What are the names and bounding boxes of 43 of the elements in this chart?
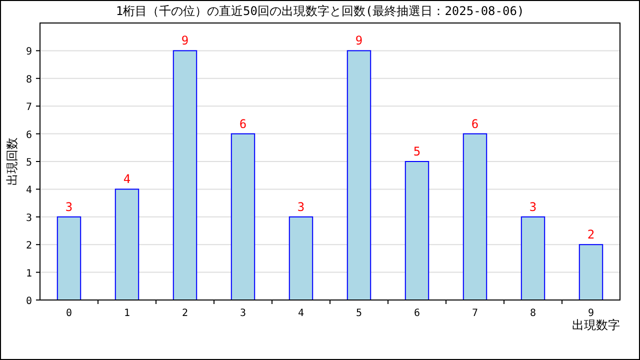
- chart-title: 1桁目（千の位）の直近50回の出現数字と回数(最終抽選日：2025-08-06): [116, 4, 524, 18]
- y-tick-label: 7: [26, 102, 32, 114]
- y-tick-label: 2: [26, 240, 32, 252]
- data-label: 9: [355, 34, 363, 48]
- data-label: 3: [297, 200, 305, 214]
- x-tick-label: 9: [588, 308, 594, 319]
- data-label: 5: [413, 144, 421, 158]
- bar: [230, 133, 256, 300]
- data-label: 3: [65, 200, 73, 214]
- x-axis-title: 出現数字: [572, 318, 620, 332]
- bar: [288, 216, 314, 300]
- data-label: 4: [123, 172, 131, 186]
- data-label: 2: [587, 228, 595, 242]
- x-tick-label: 7: [472, 308, 478, 319]
- x-tick-label: 6: [414, 308, 420, 319]
- x-tick-label: 4: [298, 308, 304, 319]
- x-tick-label: 2: [182, 308, 188, 319]
- data-label: 6: [471, 116, 479, 131]
- x-tick-label: 8: [530, 308, 536, 319]
- x-tick-label: 5: [356, 308, 362, 319]
- y-tick-label: 0: [26, 296, 32, 307]
- y-tick-label: 4: [26, 185, 32, 196]
- bar: [462, 133, 488, 300]
- bar: [114, 188, 140, 300]
- y-axis-title: 出現回数: [5, 138, 19, 186]
- y-tick-label: 3: [26, 212, 32, 224]
- data-label: 3: [529, 200, 537, 214]
- data-label: 9: [181, 34, 189, 48]
- y-tick-label: 8: [26, 74, 32, 86]
- y-tick-label: 1: [26, 268, 32, 280]
- bar: [404, 161, 430, 300]
- bar: [172, 50, 198, 300]
- x-tick-label: 0: [66, 308, 72, 319]
- y-tick-label: 6: [26, 130, 32, 141]
- x-tick-label: 1: [124, 308, 130, 319]
- bar: [520, 216, 546, 300]
- y-tick-label: 5: [26, 158, 32, 168]
- x-tick-label: 3: [240, 308, 246, 319]
- bar: [56, 216, 82, 300]
- y-tick-label: 9: [26, 46, 32, 58]
- bar: [346, 50, 372, 300]
- bar: [578, 244, 604, 300]
- data-label: 6: [239, 116, 247, 131]
